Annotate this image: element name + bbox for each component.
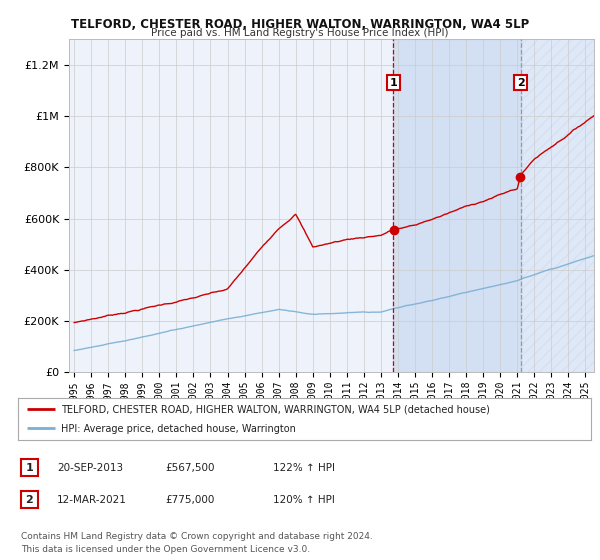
- Text: TELFORD, CHESTER ROAD, HIGHER WALTON, WARRINGTON, WA4 5LP (detached house): TELFORD, CHESTER ROAD, HIGHER WALTON, WA…: [61, 404, 490, 414]
- Text: Price paid vs. HM Land Registry's House Price Index (HPI): Price paid vs. HM Land Registry's House …: [151, 28, 449, 38]
- Text: 1: 1: [26, 463, 33, 473]
- Text: Contains HM Land Registry data © Crown copyright and database right 2024.
This d: Contains HM Land Registry data © Crown c…: [21, 533, 373, 554]
- Text: 120% ↑ HPI: 120% ↑ HPI: [273, 494, 335, 505]
- Bar: [521, 39, 599, 372]
- Text: £567,500: £567,500: [165, 463, 215, 473]
- Text: 122% ↑ HPI: 122% ↑ HPI: [273, 463, 335, 473]
- Bar: [393, 39, 521, 372]
- Text: 2: 2: [26, 494, 33, 505]
- Text: 20-SEP-2013: 20-SEP-2013: [57, 463, 123, 473]
- Text: £775,000: £775,000: [165, 494, 214, 505]
- Text: TELFORD, CHESTER ROAD, HIGHER WALTON, WARRINGTON, WA4 5LP: TELFORD, CHESTER ROAD, HIGHER WALTON, WA…: [71, 18, 529, 31]
- Text: 2: 2: [517, 77, 524, 87]
- Text: HPI: Average price, detached house, Warrington: HPI: Average price, detached house, Warr…: [61, 424, 296, 433]
- Text: 12-MAR-2021: 12-MAR-2021: [57, 494, 127, 505]
- Text: 1: 1: [389, 77, 397, 87]
